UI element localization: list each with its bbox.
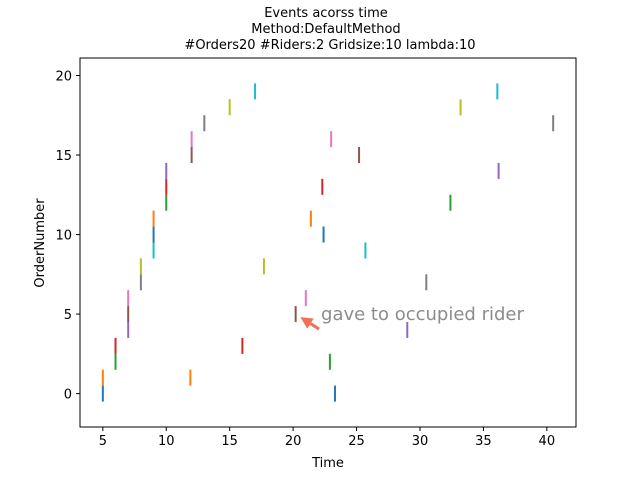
x-tick-label: 10 [158, 434, 175, 449]
y-tick-label: 10 [55, 229, 72, 244]
y-axis-ticks: 0 5 10 15 20 [55, 69, 80, 403]
x-tick-label: 30 [412, 434, 429, 449]
x-tick-label: 15 [221, 434, 238, 449]
x-tick-label: 5 [99, 434, 107, 449]
y-axis-label: OrderNumber [33, 198, 48, 288]
y-tick-label: 0 [64, 388, 72, 403]
x-axis-label: Time [311, 456, 344, 471]
x-tick-label: 20 [285, 434, 302, 449]
x-tick-label: 25 [348, 434, 365, 449]
event-marks [101, 83, 555, 402]
y-tick-label: 5 [64, 308, 72, 323]
annotation-arrow-head [300, 317, 314, 329]
chart-title-line-3: #Orders20 #Riders:2 Gridsize:10 lambda:1… [184, 38, 475, 53]
x-axis-ticks: 5 10 15 20 25 30 35 40 [99, 427, 555, 449]
x-tick-label: 40 [539, 434, 556, 449]
chart-title-line-1: Events acorss time [264, 6, 388, 21]
y-tick-label: 15 [55, 149, 72, 164]
x-tick-label: 35 [475, 434, 492, 449]
annotation-arrow-shaft [309, 322, 320, 331]
annotation: gave to occupied rider [300, 304, 524, 331]
plot-area: 5 10 15 20 25 30 35 40 0 5 10 15 20 gave to occupie… [55, 57, 577, 449]
chart-title-line-2: Method:DefaultMethod [251, 22, 400, 37]
y-tick-label: 20 [55, 69, 72, 84]
plot-frame [79, 57, 577, 428]
annotation-text: gave to occupied rider [321, 304, 524, 325]
